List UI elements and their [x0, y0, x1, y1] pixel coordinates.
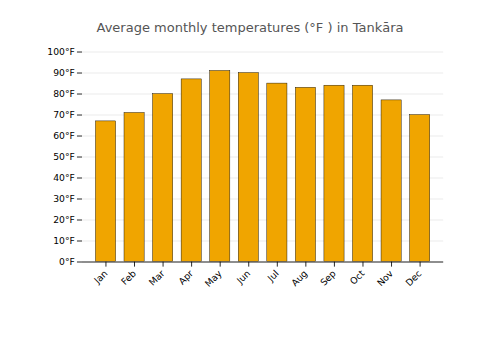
svg-text:20°F: 20°F: [53, 214, 75, 225]
svg-text:May: May: [202, 267, 224, 289]
svg-text:Sep: Sep: [318, 268, 338, 288]
svg-text:10°F: 10°F: [53, 235, 75, 246]
svg-text:70°F: 70°F: [53, 109, 75, 120]
svg-text:Mar: Mar: [146, 268, 166, 288]
svg-text:50°F: 50°F: [53, 151, 75, 162]
svg-text:Jun: Jun: [234, 268, 253, 287]
svg-text:40°F: 40°F: [53, 172, 75, 183]
svg-text:80°F: 80°F: [53, 88, 75, 99]
svg-text:100°F: 100°F: [47, 46, 75, 57]
svg-text:90°F: 90°F: [53, 67, 75, 78]
svg-text:30°F: 30°F: [53, 193, 75, 204]
svg-text:Jul: Jul: [264, 268, 280, 284]
svg-text:0°F: 0°F: [59, 256, 75, 267]
svg-text:Jan: Jan: [91, 268, 110, 287]
svg-text:Oct: Oct: [347, 267, 366, 286]
svg-text:Apr: Apr: [176, 268, 195, 287]
svg-text:Feb: Feb: [119, 268, 138, 287]
html-text:Average monthly temperatures (: Average monthly temperatures (°F ) in Ta…: [96, 20, 404, 35]
svg-text:Dec: Dec: [403, 268, 423, 288]
svg-text:60°F: 60°F: [53, 130, 75, 141]
svg-text:Aug: Aug: [289, 268, 310, 289]
svg-text:Nov: Nov: [375, 267, 396, 288]
